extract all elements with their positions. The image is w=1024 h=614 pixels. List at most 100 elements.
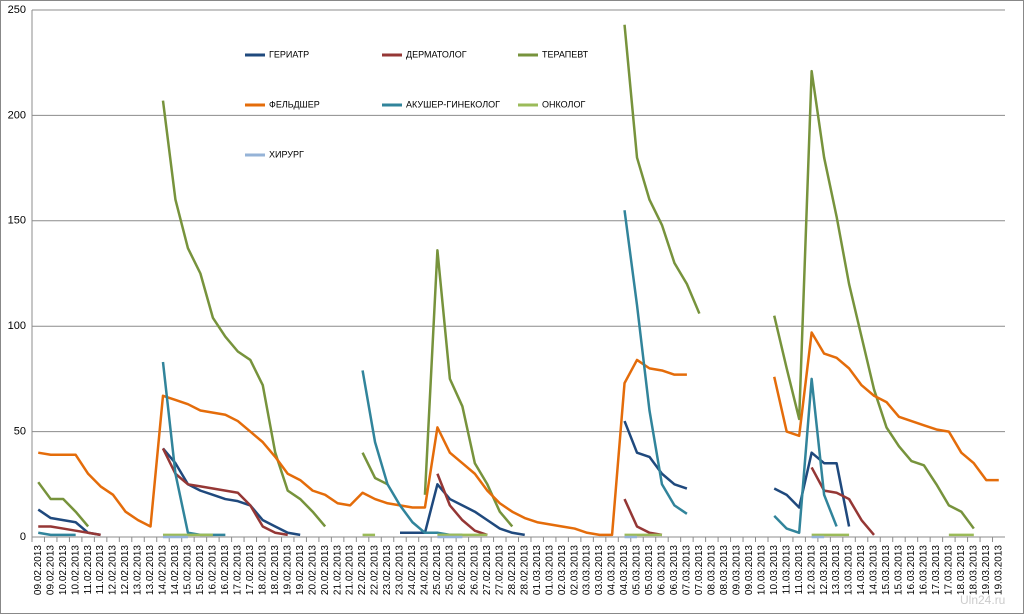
x-tick-label: 28.02.2013 [507, 545, 518, 595]
series-line [38, 531, 76, 537]
x-tick-label: 14.03.2013 [869, 545, 880, 595]
x-tick-label: 27.02.2013 [494, 545, 505, 595]
x-tick-label: 25.02.2013 [432, 545, 443, 595]
series-line [623, 210, 688, 515]
x-tick-label: 17.03.2013 [944, 545, 955, 595]
series-line [161, 100, 327, 528]
x-tick-label: 08.03.2013 [719, 545, 730, 595]
x-tick-label: 10.03.2013 [756, 545, 767, 595]
x-tick-label: 10.02.2013 [70, 545, 81, 595]
x-tick-label: 13.03.2013 [844, 545, 855, 595]
legend-label: ФЕЛЬДШЕР [269, 99, 320, 109]
x-tick-label: 18.03.2013 [968, 545, 979, 595]
x-tick-label: 11.03.2013 [794, 545, 805, 595]
x-tick-label: 06.03.2013 [669, 545, 680, 595]
x-tick-label: 23.02.2013 [382, 545, 393, 595]
x-tick-label: 15.03.2013 [894, 545, 905, 595]
x-tick-label: 28.02.2013 [519, 545, 530, 595]
series-line [436, 473, 488, 537]
legend-label: ДЕРМАТОЛОГ [406, 49, 467, 59]
x-tick-label: 19.03.2013 [993, 545, 1004, 595]
x-tick-label: 15.02.2013 [183, 545, 194, 595]
x-tick-label: 13.03.2013 [831, 545, 842, 595]
x-tick-label: 21.02.2013 [332, 545, 343, 595]
y-tick-label: 200 [8, 109, 26, 121]
x-tick-label: 05.03.2013 [644, 545, 655, 595]
x-tick-label: 09.02.2013 [45, 545, 56, 595]
x-tick-label: 27.02.2013 [482, 545, 493, 595]
series-line [623, 420, 688, 490]
x-tick-label: 18.02.2013 [257, 545, 268, 595]
x-tick-label: 02.03.2013 [569, 545, 580, 595]
x-tick-label: 20.02.2013 [307, 545, 318, 595]
x-tick-label: 13.02.2013 [145, 545, 156, 595]
x-tick-label: 17.02.2013 [245, 545, 256, 595]
series-line [773, 331, 999, 482]
x-tick-label: 15.02.2013 [195, 545, 206, 595]
x-tick-label: 16.02.2013 [220, 545, 231, 595]
x-tick-label: 24.02.2013 [407, 545, 418, 595]
x-tick-label: 09.03.2013 [731, 545, 742, 595]
series-line [162, 447, 301, 537]
x-tick-label: 16.03.2013 [919, 545, 930, 595]
series-line [423, 249, 514, 528]
x-tick-label: 26.02.2013 [469, 545, 480, 595]
x-tick-label: 18.03.2013 [956, 545, 967, 595]
x-tick-label: 22.02.2013 [357, 545, 368, 595]
x-tick-label: 12.02.2013 [108, 545, 119, 595]
x-tick-label: 17.02.2013 [232, 545, 243, 595]
x-tick-label: 10.02.2013 [58, 545, 69, 595]
series-line [38, 358, 687, 537]
legend-label: ХИРУРГ [269, 149, 304, 159]
x-tick-label: 02.03.2013 [557, 545, 568, 595]
x-tick-label: 15.03.2013 [881, 545, 892, 595]
series-line [37, 481, 90, 528]
watermark: Uln24.ru [960, 593, 1005, 607]
legend-label: АКУШЕР-ГИНЕКОЛОГ [406, 99, 500, 109]
x-tick-label: 06.03.2013 [657, 545, 668, 595]
x-tick-label: 12.03.2013 [806, 545, 817, 595]
x-tick-label: 18.02.2013 [270, 545, 281, 595]
x-tick-label: 07.03.2013 [682, 545, 693, 595]
x-tick-label: 14.03.2013 [856, 545, 867, 595]
x-tick-label: 09.03.2013 [744, 545, 755, 595]
x-tick-label: 10.03.2013 [769, 545, 780, 595]
x-tick-label: 12.02.2013 [120, 545, 131, 595]
series-line [161, 447, 288, 537]
x-tick-label: 16.02.2013 [208, 545, 219, 595]
x-tick-label: 14.02.2013 [158, 545, 169, 595]
x-tick-label: 14.02.2013 [170, 545, 181, 595]
x-tick-label: 07.03.2013 [694, 545, 705, 595]
x-tick-label: 01.03.2013 [532, 545, 543, 595]
x-tick-label: 12.03.2013 [819, 545, 830, 595]
legend-label: ГЕРИАТР [269, 49, 309, 59]
x-tick-label: 13.02.2013 [133, 545, 144, 595]
x-tick-label: 17.03.2013 [931, 545, 942, 595]
x-tick-label: 04.03.2013 [619, 545, 630, 595]
x-tick-label: 24.02.2013 [420, 545, 431, 595]
x-tick-label: 05.03.2013 [632, 545, 643, 595]
x-tick-label: 19.03.2013 [981, 545, 992, 595]
series-line [773, 377, 838, 535]
x-tick-label: 09.02.2013 [33, 545, 44, 595]
x-tick-label: 25.02.2013 [445, 545, 456, 595]
legend-label: ОНКОЛОГ [542, 99, 585, 109]
x-tick-label: 23.02.2013 [395, 545, 406, 595]
series-line [773, 451, 851, 527]
x-tick-label: 03.03.2013 [594, 545, 605, 595]
y-tick-label: 150 [8, 215, 26, 227]
series-line [773, 69, 975, 530]
x-tick-label: 11.02.2013 [83, 545, 94, 595]
x-tick-label: 11.03.2013 [781, 545, 792, 595]
x-tick-label: 01.03.2013 [544, 545, 555, 595]
series-line [399, 483, 525, 537]
series-line [38, 525, 101, 537]
x-tick-label: 22.02.2013 [370, 545, 381, 595]
x-tick-label: 26.02.2013 [457, 545, 468, 595]
x-tick-label: 03.03.2013 [582, 545, 593, 595]
x-tick-label: 20.02.2013 [320, 545, 331, 595]
series-line [623, 24, 701, 315]
x-tick-label: 16.03.2013 [906, 545, 917, 595]
